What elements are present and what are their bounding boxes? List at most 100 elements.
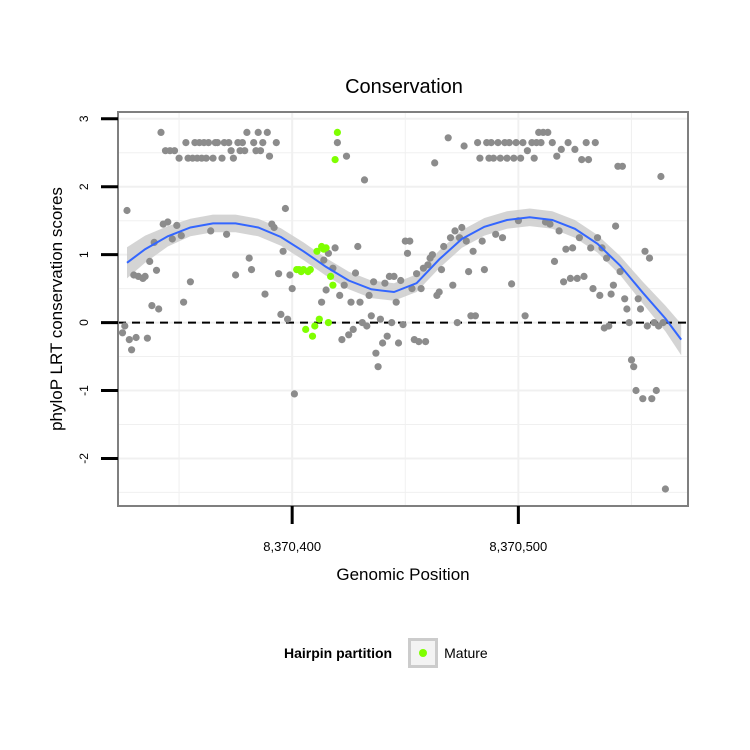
data-point — [505, 139, 513, 147]
data-point — [336, 291, 344, 299]
data-point — [548, 139, 556, 147]
data-point — [265, 152, 274, 160]
data-point — [523, 147, 532, 155]
data-point — [347, 298, 355, 306]
data-point — [284, 315, 292, 323]
data-point — [582, 139, 590, 147]
data-point — [544, 128, 552, 136]
data-point — [238, 139, 246, 147]
data-point — [209, 154, 217, 162]
data-point — [589, 285, 597, 293]
data-point — [634, 295, 642, 303]
smooth-line-layer — [126, 216, 683, 341]
data-point — [440, 242, 448, 251]
data-point — [573, 274, 581, 282]
data-point — [562, 245, 570, 253]
data-point — [521, 312, 529, 320]
data-point — [494, 139, 502, 147]
y-tick-label: 2 — [77, 183, 91, 190]
data-point — [621, 295, 629, 303]
data-point — [605, 322, 613, 330]
data-point — [225, 139, 233, 147]
data-point-mature — [311, 322, 319, 330]
data-point — [356, 298, 364, 306]
data-point — [465, 268, 473, 276]
data-point — [607, 290, 615, 298]
data-point — [394, 339, 403, 347]
data-point — [277, 310, 285, 318]
data-point — [168, 235, 176, 243]
data-point — [632, 386, 640, 395]
data-point — [643, 322, 651, 330]
data-point — [415, 338, 423, 346]
data-point — [446, 234, 455, 242]
data-point — [243, 128, 251, 136]
data-point — [379, 339, 387, 347]
data-point — [639, 395, 647, 403]
y-tick-label: -2 — [77, 453, 91, 464]
data-point — [173, 221, 181, 229]
data-point — [462, 237, 470, 245]
legend-label-mature: Mature — [444, 645, 488, 661]
data-point — [661, 485, 670, 493]
data-point-mature — [308, 332, 317, 340]
data-point-mature — [313, 247, 321, 255]
data-point — [496, 154, 504, 162]
data-point — [489, 154, 498, 162]
data-point — [474, 139, 482, 147]
data-point — [121, 322, 129, 330]
y-tick-label: -1 — [77, 385, 91, 396]
data-point — [370, 278, 378, 286]
data-point — [275, 270, 283, 278]
data-point — [213, 139, 222, 147]
data-point — [324, 249, 332, 257]
data-point — [609, 281, 618, 289]
data-point-mature — [333, 128, 341, 136]
data-point — [403, 249, 412, 257]
data-point — [612, 222, 620, 230]
data-point — [146, 257, 154, 265]
data-point — [431, 159, 439, 167]
data-point — [652, 386, 660, 395]
data-point — [333, 139, 341, 147]
data-point — [207, 227, 215, 235]
data-point — [435, 288, 443, 296]
data-point — [510, 154, 518, 162]
data-point — [263, 128, 271, 136]
data-point — [367, 312, 375, 320]
data-point — [555, 227, 563, 235]
data-point — [503, 154, 511, 162]
legend-dot-mature — [419, 649, 428, 657]
data-point — [449, 281, 457, 289]
data-point — [272, 139, 280, 147]
data-point — [152, 266, 161, 274]
data-point — [143, 334, 151, 342]
data-point — [560, 278, 568, 286]
data-point — [580, 272, 588, 280]
data-point — [177, 232, 185, 240]
data-point — [227, 147, 235, 155]
data-point — [659, 319, 667, 327]
data-point — [648, 395, 656, 403]
data-point — [575, 234, 584, 242]
data-point — [247, 266, 256, 274]
data-point — [453, 319, 461, 327]
data-point — [451, 227, 459, 235]
data-point — [365, 291, 373, 299]
y-tick-label: 1 — [77, 251, 91, 258]
data-point — [270, 223, 278, 232]
data-point — [180, 298, 188, 306]
panel-background — [118, 112, 688, 506]
y-axis-label: phyloP LRT conservation scores — [47, 187, 66, 431]
data-point — [186, 278, 194, 286]
data-point — [164, 218, 172, 226]
data-point — [331, 244, 339, 252]
data-point — [388, 319, 396, 327]
smooth-line — [126, 216, 683, 341]
data-point — [550, 257, 559, 265]
data-point — [148, 302, 156, 310]
data-point — [428, 251, 436, 259]
data-point — [338, 336, 346, 344]
data-point — [123, 206, 131, 215]
